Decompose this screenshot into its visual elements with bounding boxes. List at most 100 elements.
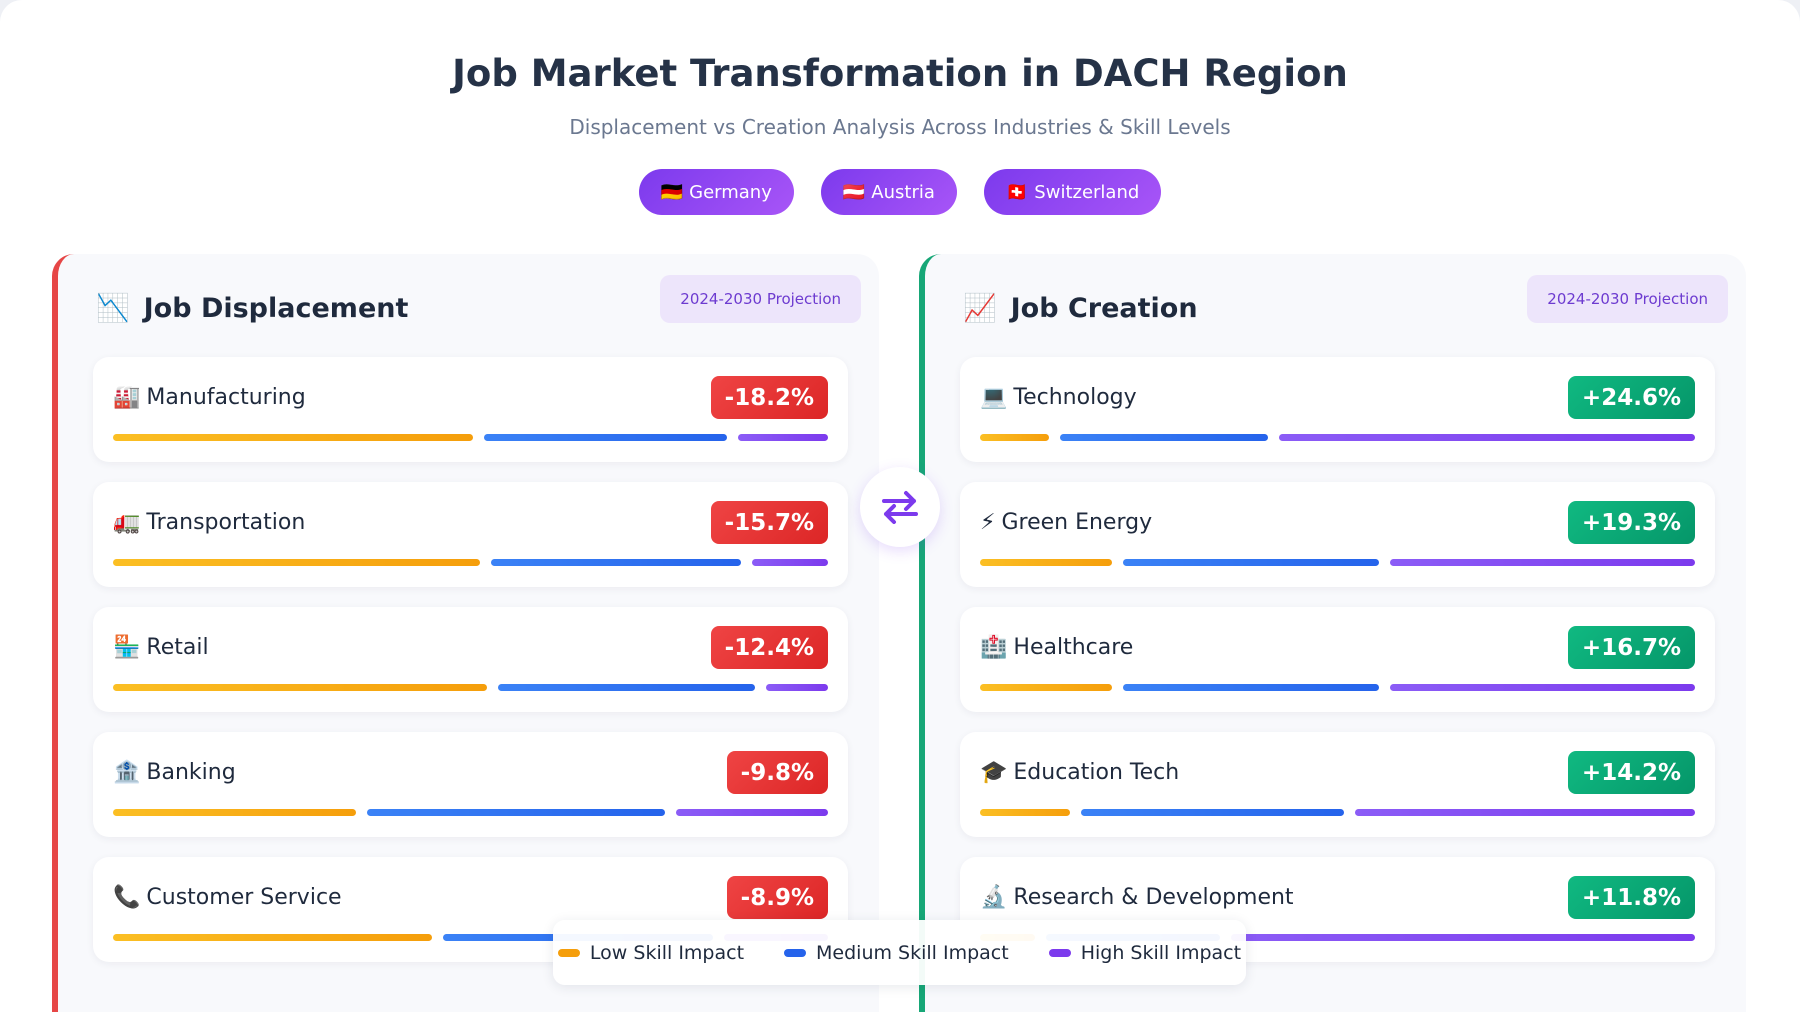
country-pill[interactable]: 🇦🇹 Austria (820, 169, 957, 215)
skill-segment (1122, 559, 1380, 566)
industry-label: Manufacturing (146, 385, 306, 410)
subtitle: Displacement vs Creation Analysis Across… (569, 115, 1231, 139)
industry-card: 💻 Technology +24.6% (960, 357, 1715, 462)
industry-label: Technology (1013, 385, 1137, 410)
skill-bars (980, 684, 1695, 691)
skill-segment (113, 809, 356, 816)
legend-label: Low Skill Impact (589, 941, 745, 964)
panel-icon: 📈 (963, 293, 997, 324)
industry-name: 📞 Customer Service (113, 885, 342, 910)
skill-segment (113, 684, 488, 691)
industry-name: 🔬 Research & Development (980, 885, 1294, 910)
skill-segment (1390, 559, 1695, 566)
skill-segment (113, 934, 432, 941)
industry-icon: ⚡ (980, 510, 996, 535)
skill-segment (113, 559, 481, 566)
industry-name: 💻 Technology (980, 385, 1137, 410)
skill-bars (113, 434, 828, 441)
projection-badge: 2024-2030 Projection (1527, 275, 1728, 323)
skill-segment (751, 559, 829, 566)
skill-segment (1279, 434, 1695, 441)
industry-name: 🏥 Healthcare (980, 635, 1133, 660)
change-badge: -12.4% (710, 626, 828, 669)
industry-label: Transportation (146, 510, 306, 535)
skill-segment (113, 434, 474, 441)
industry-label: Research & Development (1013, 885, 1294, 910)
country-pill[interactable]: 🇩🇪 Germany (638, 169, 794, 215)
skill-segment (980, 809, 1071, 816)
legend-swatch (784, 948, 807, 957)
skill-segment (498, 684, 755, 691)
skill-segment (765, 684, 828, 691)
panel-header: 📉 Job Displacement (96, 292, 409, 325)
industry-card: 🎓 Education Tech +14.2% (960, 732, 1715, 837)
industry-card: 📞 Customer Service -8.9% (93, 857, 848, 962)
industry-label: Retail (146, 635, 209, 660)
change-badge: -15.7% (710, 501, 828, 544)
industry-name: 🎓 Education Tech (980, 760, 1179, 785)
industry-card: 🏭 Manufacturing -18.2% (93, 357, 848, 462)
country-name: Switzerland (1034, 181, 1140, 203)
skill-segment (1060, 434, 1269, 441)
industry-icon: 🚛 (113, 510, 141, 535)
panel: 📉 Job Displacement 2024-2030 Projection 🏭 Ma… (52, 254, 879, 1012)
industry-label: Banking (146, 760, 236, 785)
panel: 📈 Job Creation 2024-2030 Projection 💻 Techno… (919, 254, 1746, 1012)
change-badge: -18.2% (710, 376, 828, 419)
panel-title: Job Displacement (143, 292, 409, 324)
skill-bars (113, 809, 828, 816)
swap-arrows (882, 491, 918, 524)
swap-icon (860, 467, 940, 547)
skill-bars (980, 434, 1695, 441)
flag: 🇦🇹 (842, 181, 866, 203)
change-badge: +24.6% (1567, 376, 1695, 419)
country-pills: 🇩🇪 Germany 🇦🇹 Austria 🇨🇭 Switzerland (0, 169, 1800, 215)
industry-label: Education Tech (1013, 760, 1180, 785)
skill-segment (1122, 684, 1380, 691)
skill-bars (113, 559, 829, 566)
industry-card: 🏦 Banking -9.8% (93, 732, 848, 837)
legend-item: High Skill Impact (1048, 941, 1242, 964)
industry-card: ⚡ Green Energy +19.3% (960, 482, 1715, 587)
change-badge: +16.7% (1567, 626, 1695, 669)
change-badge: +11.8% (1567, 876, 1695, 919)
industry-icon: 🏪 (113, 635, 141, 660)
legend-item: Medium Skill Impact (784, 942, 1009, 964)
country-name: Austria (871, 181, 935, 203)
legend-label: Medium Skill Impact (816, 941, 1009, 964)
skill-segment (1390, 684, 1695, 691)
industry-name: ⚡ Green Energy (980, 510, 1152, 535)
country-name: Germany (689, 181, 772, 203)
legend-swatch (557, 948, 580, 957)
industry-name: 🏪 Retail (113, 635, 209, 660)
industry-icon: 🎓 (980, 760, 1008, 785)
skill-segment (737, 434, 828, 441)
projection-badge: 2024-2030 Projection (660, 275, 861, 323)
skill-bars (980, 559, 1695, 566)
skill-segment (980, 684, 1112, 691)
skill-segment (1355, 809, 1695, 816)
change-badge: -8.9% (726, 876, 828, 919)
flag: 🇩🇪 (660, 181, 684, 203)
change-badge: +19.3% (1567, 501, 1695, 544)
legend: Low Skill Impact Medium Skill Impact High … (553, 920, 1246, 985)
industry-icon: 🏦 (113, 760, 141, 785)
industry-label: Customer Service (146, 885, 342, 910)
country-pill[interactable]: 🇨🇭 Switzerland (983, 169, 1162, 215)
skill-segment (1230, 934, 1695, 941)
panel-title: Job Creation (1010, 292, 1198, 324)
industry-name: 🏦 Banking (113, 760, 236, 785)
skill-bars (980, 809, 1695, 816)
skill-segment (484, 434, 727, 441)
skill-segment (980, 434, 1050, 441)
skill-segment (980, 559, 1112, 566)
industry-name: 🚛 Transportation (113, 510, 305, 535)
change-badge: +14.2% (1567, 751, 1695, 794)
skill-segment (675, 809, 828, 816)
skill-segment (366, 809, 665, 816)
legend-item: Low Skill Impact (557, 941, 745, 964)
industry-label: Healthcare (1013, 635, 1134, 660)
industry-icon: 🔬 (980, 885, 1008, 910)
legend-label: High Skill Impact (1080, 941, 1242, 964)
